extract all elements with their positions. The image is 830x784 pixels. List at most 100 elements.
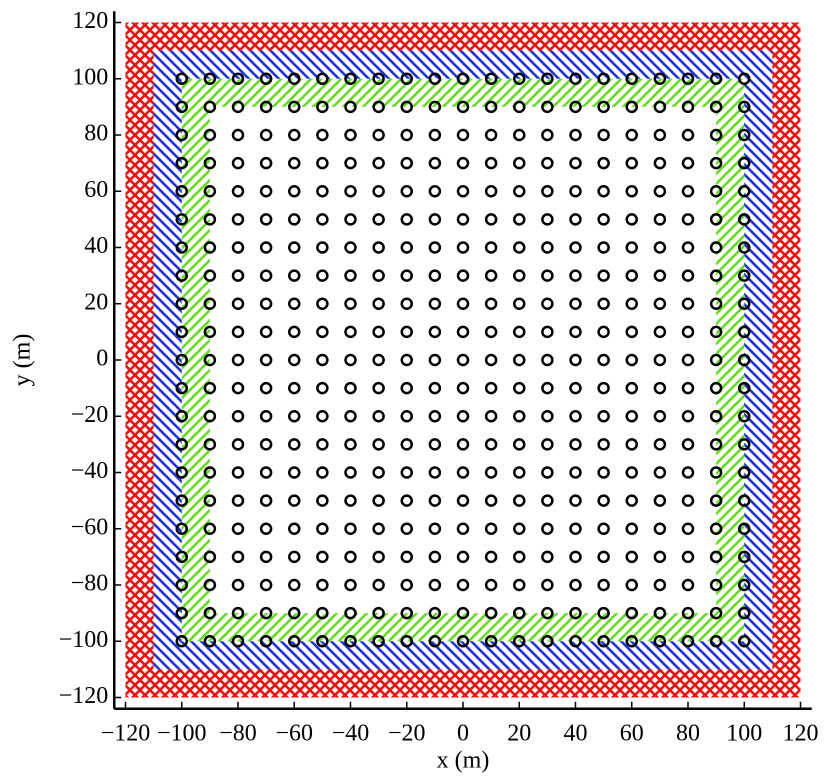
grid-point — [653, 185, 667, 198]
x-tick-label: −80 — [219, 720, 257, 746]
grid-point — [316, 353, 329, 367]
grid-point — [288, 438, 301, 451]
grid-point — [513, 466, 526, 479]
grid-point — [709, 269, 723, 282]
grid-point — [344, 213, 357, 226]
grid-point — [259, 606, 273, 620]
grid-point — [372, 494, 385, 507]
grid-point — [569, 156, 582, 170]
grid-point — [597, 410, 610, 423]
grid-point — [344, 466, 357, 479]
grid-point — [513, 325, 526, 339]
grid-point — [428, 72, 442, 85]
grid-point — [738, 466, 751, 479]
grid-point — [316, 381, 329, 395]
grid-point — [231, 185, 245, 198]
grid-point — [541, 100, 554, 114]
grid-point — [625, 100, 638, 114]
grid-point — [484, 100, 498, 114]
grid-point — [288, 635, 301, 648]
grid-point — [541, 550, 554, 564]
grid-point — [344, 297, 357, 310]
grid-point — [681, 213, 695, 226]
grid-point — [344, 635, 357, 648]
grid-point — [203, 494, 217, 507]
grid-point — [372, 606, 385, 620]
grid-point — [653, 550, 667, 564]
grid-point — [175, 241, 188, 254]
grid-point — [484, 578, 498, 592]
grid-point — [625, 550, 638, 564]
grid-point — [316, 269, 329, 282]
grid-point — [681, 269, 695, 282]
grid-point — [175, 353, 188, 367]
y-tick-label: −20 — [71, 402, 109, 428]
grid-point — [175, 606, 188, 620]
grid-point — [513, 522, 526, 535]
grid-point — [681, 72, 695, 85]
grid-point — [597, 522, 610, 535]
y-tick-label: −100 — [59, 627, 109, 653]
grid-point — [288, 550, 301, 564]
grid-point — [203, 381, 217, 395]
grid-point — [428, 410, 442, 423]
grid-point — [681, 578, 695, 592]
grid-point — [231, 213, 245, 226]
grid-point — [400, 578, 413, 592]
grid-point — [175, 494, 188, 507]
grid-point — [569, 494, 582, 507]
grid-point — [709, 466, 723, 479]
grid-point — [316, 128, 329, 142]
grid-point — [259, 185, 273, 198]
grid-point — [175, 128, 188, 142]
grid-point — [372, 185, 385, 198]
grid-point — [231, 438, 245, 451]
grid-point — [400, 185, 413, 198]
grid-point — [625, 297, 638, 310]
grid-point — [288, 241, 301, 254]
grid-point — [738, 325, 751, 339]
grid-point — [709, 606, 723, 620]
grid-point — [316, 606, 329, 620]
grid-point — [344, 606, 357, 620]
grid-point — [653, 606, 667, 620]
grid-point — [513, 72, 526, 85]
grid-point — [709, 635, 723, 648]
grid-point — [541, 241, 554, 254]
grid-point — [709, 128, 723, 142]
grid-point — [597, 100, 610, 114]
grid-point — [597, 578, 610, 592]
grid-point — [428, 466, 442, 479]
grid-point — [484, 213, 498, 226]
grid-point — [653, 635, 667, 648]
grid-point — [569, 185, 582, 198]
grid-point — [513, 494, 526, 507]
grid-point — [400, 466, 413, 479]
grid-point — [231, 494, 245, 507]
grid-point — [597, 185, 610, 198]
grid-point — [456, 100, 470, 114]
grid-point — [288, 213, 301, 226]
grid-point — [456, 353, 470, 367]
grid-point — [484, 522, 498, 535]
grid-point — [372, 353, 385, 367]
grid-point — [597, 381, 610, 395]
grid-point — [709, 213, 723, 226]
grid-point — [681, 635, 695, 648]
grid-point — [344, 72, 357, 85]
grid-point — [456, 128, 470, 142]
grid-point — [709, 241, 723, 254]
grid-point — [681, 550, 695, 564]
grid-point — [203, 325, 217, 339]
grid-point — [653, 213, 667, 226]
grid-point — [316, 522, 329, 535]
y-tick-label: −120 — [59, 683, 109, 709]
grid-point — [541, 466, 554, 479]
grid-point — [372, 410, 385, 423]
grid-point — [738, 381, 751, 395]
grid-point — [738, 269, 751, 282]
grid-point — [400, 353, 413, 367]
grid-point — [428, 128, 442, 142]
grid-point — [316, 156, 329, 170]
grid-point — [203, 185, 217, 198]
